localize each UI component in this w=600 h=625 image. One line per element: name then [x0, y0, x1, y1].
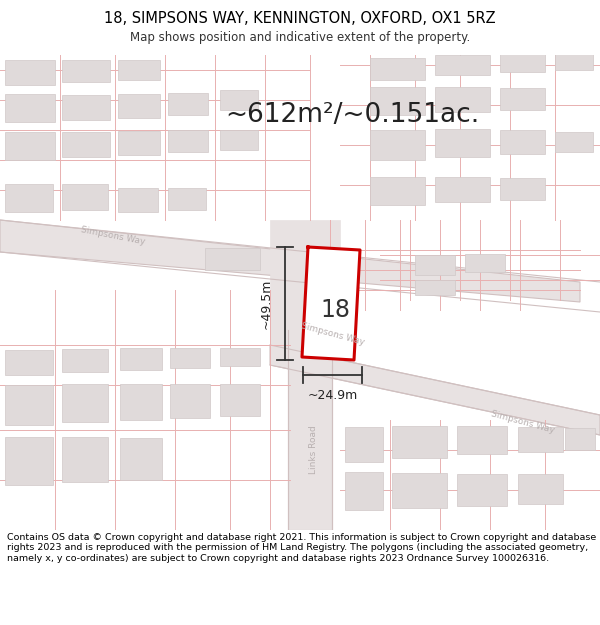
Text: ~49.5m: ~49.5m	[260, 278, 273, 329]
Polygon shape	[120, 438, 162, 480]
Polygon shape	[500, 88, 545, 110]
Polygon shape	[415, 255, 455, 275]
Polygon shape	[370, 130, 425, 160]
Polygon shape	[118, 94, 160, 118]
Polygon shape	[518, 474, 563, 504]
Text: ~612m²/~0.151ac.: ~612m²/~0.151ac.	[225, 102, 479, 128]
Polygon shape	[5, 60, 55, 85]
Polygon shape	[62, 349, 108, 372]
Polygon shape	[5, 350, 53, 375]
Polygon shape	[370, 87, 425, 115]
Polygon shape	[500, 54, 545, 72]
Polygon shape	[62, 384, 108, 422]
Text: Map shows position and indicative extent of the property.: Map shows position and indicative extent…	[130, 31, 470, 44]
Polygon shape	[0, 220, 580, 302]
Polygon shape	[118, 188, 158, 212]
Polygon shape	[392, 473, 447, 508]
Polygon shape	[435, 177, 490, 202]
Polygon shape	[370, 58, 425, 80]
Polygon shape	[302, 247, 360, 360]
Text: Links Road: Links Road	[308, 426, 317, 474]
Polygon shape	[168, 130, 208, 152]
Polygon shape	[220, 90, 258, 110]
Polygon shape	[392, 426, 447, 458]
Polygon shape	[220, 348, 260, 366]
Polygon shape	[270, 345, 600, 435]
Text: ~24.9m: ~24.9m	[307, 389, 358, 402]
Text: Simpsons Way: Simpsons Way	[300, 321, 365, 347]
Polygon shape	[220, 384, 260, 416]
Polygon shape	[118, 131, 160, 155]
Polygon shape	[170, 348, 210, 368]
Polygon shape	[457, 426, 507, 454]
Polygon shape	[370, 177, 425, 205]
Polygon shape	[5, 94, 55, 122]
Polygon shape	[465, 254, 505, 272]
Polygon shape	[345, 472, 383, 510]
Polygon shape	[5, 437, 53, 485]
Polygon shape	[62, 95, 110, 120]
Polygon shape	[118, 60, 160, 80]
Polygon shape	[5, 385, 53, 425]
Polygon shape	[555, 52, 593, 70]
Polygon shape	[168, 93, 208, 115]
Polygon shape	[345, 427, 383, 462]
Text: Simpsons Way: Simpsons Way	[490, 409, 556, 435]
Text: Contains OS data © Crown copyright and database right 2021. This information is : Contains OS data © Crown copyright and d…	[7, 533, 596, 562]
Polygon shape	[288, 310, 332, 530]
Polygon shape	[500, 130, 545, 154]
Text: 18: 18	[320, 298, 350, 322]
Polygon shape	[168, 188, 206, 210]
Polygon shape	[457, 474, 507, 506]
Polygon shape	[120, 384, 162, 420]
Polygon shape	[565, 428, 595, 450]
Polygon shape	[170, 384, 210, 418]
Text: Simpsons Way: Simpsons Way	[80, 226, 146, 247]
Polygon shape	[120, 348, 162, 370]
Polygon shape	[205, 248, 260, 270]
Polygon shape	[5, 132, 55, 160]
Polygon shape	[435, 129, 490, 157]
Polygon shape	[435, 55, 490, 75]
Polygon shape	[62, 60, 110, 82]
Polygon shape	[5, 184, 53, 212]
Polygon shape	[415, 280, 455, 295]
Polygon shape	[518, 427, 563, 452]
Polygon shape	[220, 130, 258, 150]
Polygon shape	[500, 178, 545, 200]
Polygon shape	[62, 437, 108, 482]
Polygon shape	[555, 132, 593, 152]
Polygon shape	[270, 220, 340, 365]
Text: 18, SIMPSONS WAY, KENNINGTON, OXFORD, OX1 5RZ: 18, SIMPSONS WAY, KENNINGTON, OXFORD, OX…	[104, 11, 496, 26]
Polygon shape	[62, 132, 110, 157]
Polygon shape	[435, 87, 490, 112]
Polygon shape	[62, 184, 108, 210]
